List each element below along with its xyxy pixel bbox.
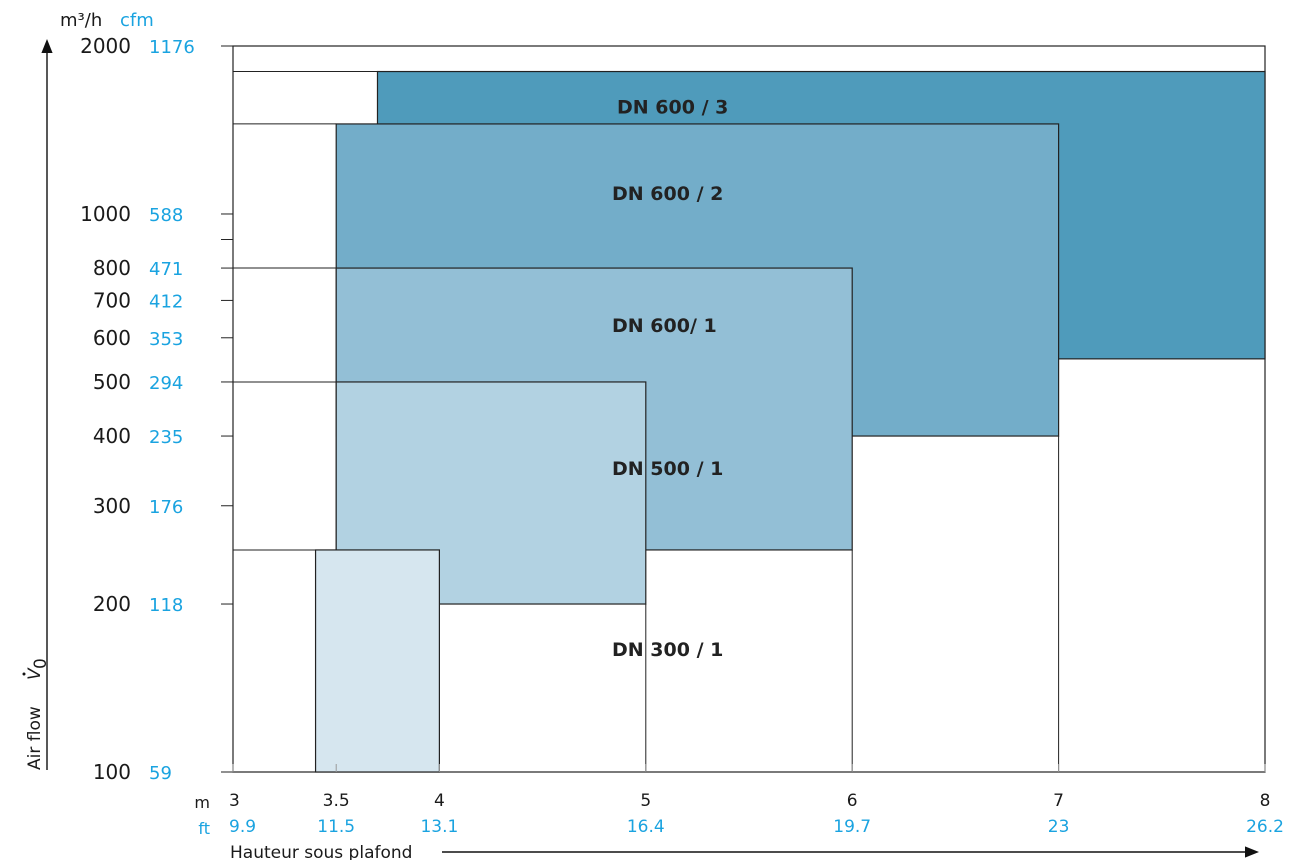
x-unit-ft: ft (198, 819, 210, 838)
y-tick-label: 800 (93, 256, 131, 280)
helper-lines (233, 71, 1266, 772)
y-tick-label: 100 (93, 760, 131, 784)
y-tick-label-cfm: 353 (149, 329, 183, 350)
y-tick-label-cfm: 235 (149, 427, 183, 448)
y-axis-title: Air flow V 0 (22, 658, 51, 770)
x-tick-label-ft: 16.4 (627, 817, 665, 837)
y-axis-ticks: 2000 1176 1000 588 800 471 700 412 600 353 500 294 4… (80, 34, 233, 784)
y-tick-label: 1000 (80, 202, 131, 226)
x-tick-label: 3 (229, 791, 240, 811)
x-unit-m: m (194, 793, 210, 812)
y-tick-label-cfm: 588 (149, 205, 183, 226)
zone-labels: DN 600 / 3 DN 600 / 2 DN 600/ 1 DN 500 / 1 D… (612, 97, 728, 661)
x-tick-label-ft: 13.1 (420, 817, 458, 837)
x-tick-label: 6 (847, 791, 858, 811)
x-axis-label: Hauteur sous plafond (230, 843, 412, 860)
y-tick-label: 300 (93, 494, 131, 518)
zone-label: DN 600 / 3 (617, 97, 728, 119)
x-tick-label-ft: 9.9 (229, 817, 256, 837)
x-tick-label: 5 (640, 791, 651, 811)
x-tick-label: 8 (1260, 791, 1271, 811)
y-tick-label: 400 (93, 424, 131, 448)
x-tick-label: 4 (434, 791, 445, 811)
y-axis-symbol: V (25, 667, 45, 680)
zone-rect (314, 549, 440, 773)
y-tick-label: 200 (93, 592, 131, 616)
x-axis-ticks: 3 9.9 3.5 11.5 4 13.1 5 16.4 6 19.7 7 23 8 26.2 (229, 764, 1284, 837)
y-tick-label-cfm: 294 (149, 373, 183, 394)
x-tick-label-ft: 26.2 (1246, 817, 1284, 837)
y-tick-label: 600 (93, 326, 131, 350)
y-tick-label-cfm: 176 (149, 497, 183, 518)
y-unit-cfm: cfm (120, 10, 154, 31)
y-tick-label: 700 (93, 288, 131, 312)
y-tick-label: 2000 (80, 34, 131, 58)
y-tick-label-cfm: 118 (149, 595, 183, 616)
y-tick-label-cfm: 1176 (149, 37, 195, 58)
y-unit-m3h: m³/h (60, 10, 102, 31)
x-tick-label: 3.5 (323, 791, 350, 811)
symbol-dot (22, 672, 26, 676)
zone-label: DN 300 / 1 (612, 639, 723, 661)
y-tick-label-cfm: 471 (149, 259, 183, 280)
y-tick-label: 500 (93, 370, 131, 394)
x-tick-label-ft: 23 (1048, 817, 1070, 837)
x-tick-label: 7 (1053, 791, 1064, 811)
zone-label: DN 500 / 1 (612, 458, 723, 480)
y-tick-label-cfm: 59 (149, 763, 172, 784)
zones (314, 70, 1266, 773)
x-tick-label-ft: 11.5 (317, 817, 355, 837)
zone-label: DN 600/ 1 (612, 315, 717, 337)
zone-label: DN 600 / 2 (612, 183, 723, 205)
x-tick-label-ft: 19.7 (833, 817, 871, 837)
y-axis-symbol-sub: 0 (31, 658, 51, 669)
y-tick-label-cfm: 412 (149, 291, 183, 312)
y-axis-label: Air flow (25, 706, 45, 770)
